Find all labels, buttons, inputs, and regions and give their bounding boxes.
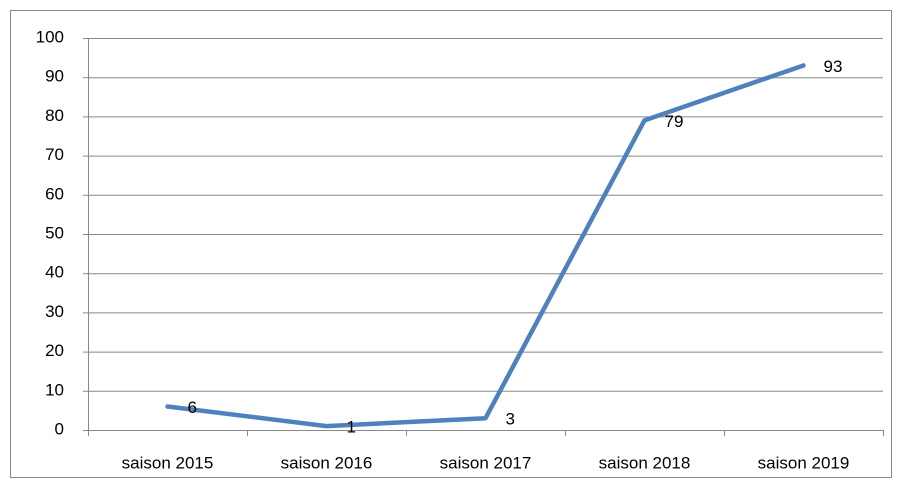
x-tick-label: saison 2019 (758, 453, 850, 472)
y-tick-label: 50 (45, 223, 64, 242)
x-tick-label: saison 2017 (440, 453, 532, 472)
data-label: 93 (824, 57, 843, 76)
y-tick-label: 100 (36, 27, 64, 46)
line (165, 63, 806, 429)
data-label: 1 (347, 418, 356, 437)
x-tick-label: saison 2016 (281, 453, 373, 472)
x-tick-label: saison 2018 (599, 453, 691, 472)
data-label: 79 (665, 112, 684, 131)
y-tick-label: 90 (45, 67, 64, 86)
y-tick-label: 0 (55, 419, 64, 438)
data-label: 6 (188, 398, 197, 417)
x-tick-label: saison 2015 (122, 453, 214, 472)
y-tick-label: 60 (45, 184, 64, 203)
y-tick-label: 80 (45, 106, 64, 125)
y-tick-label: 20 (45, 341, 64, 360)
y-tick-label: 30 (45, 302, 64, 321)
y-tick-label: 70 (45, 145, 64, 164)
y-tick-label: 10 (45, 380, 64, 399)
y-tick-label: 40 (45, 263, 64, 282)
chart-border (10, 10, 892, 478)
data-label: 3 (506, 410, 515, 429)
